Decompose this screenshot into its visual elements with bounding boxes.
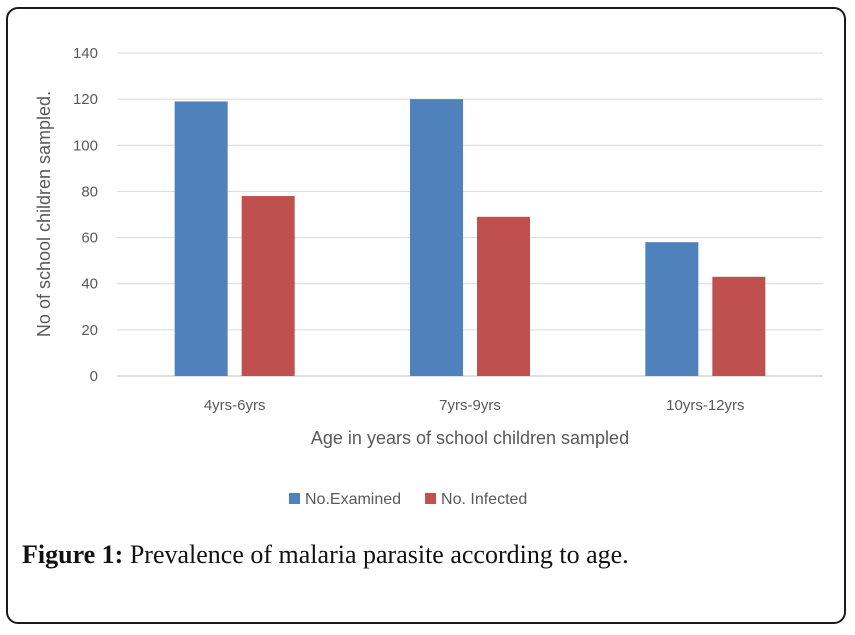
x-axis-title: Age in years of school children sampled [311, 428, 629, 448]
figure-caption: Figure 1: Prevalence of malaria parasite… [22, 540, 629, 570]
gridlines [117, 52, 823, 377]
legend-swatch [289, 493, 300, 504]
y-axis-title: No of school children sampled. [34, 91, 54, 337]
legend: No.Examined No. Infected [289, 491, 527, 508]
bar-no-examined-1 [174, 101, 228, 376]
bar-no-examined-2 [410, 99, 463, 377]
bar-no-infected-1 [241, 196, 295, 376]
x-tick-label: 10yrs-12yrs [666, 397, 744, 414]
y-tick-label: 140 [73, 45, 98, 62]
bar-no-infected-3 [712, 276, 766, 376]
bar-no-infected-2 [477, 216, 530, 376]
y-tick-label: 60 [81, 230, 98, 247]
bars [174, 99, 766, 377]
bar-no-examined-3 [645, 242, 699, 376]
legend-swatch [425, 493, 437, 504]
y-tick-labels: 0 20 40 60 80 100 120 140 [73, 45, 98, 385]
legend-label: No.Examined [305, 491, 401, 508]
y-tick-label: 120 [73, 91, 98, 108]
x-tick-label: 4yrs-6yrs [204, 397, 266, 414]
x-tick-label: 7yrs-9yrs [439, 397, 501, 414]
figure-caption-label: Figure 1: [22, 540, 124, 569]
y-tick-label: 40 [81, 276, 98, 293]
y-tick-label: 80 [81, 183, 98, 200]
y-tick-label: 20 [81, 322, 98, 339]
y-tick-label: 0 [90, 368, 98, 385]
figure-caption-text: Prevalence of malaria parasite according… [123, 540, 629, 569]
y-tick-label: 100 [73, 137, 98, 154]
x-tick-labels: 4yrs-6yrs 7yrs-9yrs 10yrs-12yrs [204, 397, 745, 414]
legend-label: No. Infected [441, 491, 527, 508]
